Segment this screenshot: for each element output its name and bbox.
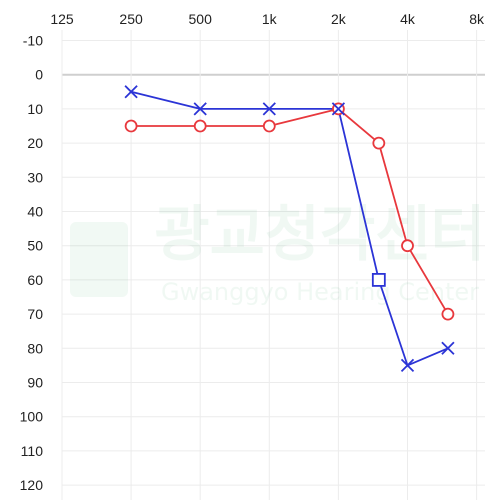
x-tick-label: 250 xyxy=(119,11,143,27)
y-tick-label: 0 xyxy=(35,67,43,83)
y-tick-label: 40 xyxy=(27,204,43,220)
series-1-point xyxy=(441,307,455,321)
x-axis-tick-labels: 125 250 500 1k 2k 4k 8k xyxy=(50,11,485,27)
y-tick-label: 60 xyxy=(27,272,43,288)
series-1-point xyxy=(124,119,138,133)
x-tick-label: 500 xyxy=(189,11,213,27)
y-tick-label: 10 xyxy=(27,101,43,117)
y-tick-label: 90 xyxy=(27,375,43,391)
chart-series xyxy=(124,85,455,373)
series-2-point xyxy=(124,85,138,99)
watermark-logo-mark xyxy=(70,222,128,297)
x-tick-label: 125 xyxy=(50,11,74,27)
y-tick-label: 30 xyxy=(27,169,43,185)
series-1-point xyxy=(372,136,386,150)
series-2-point xyxy=(262,102,276,116)
series-1-point xyxy=(262,119,276,133)
series-2-point xyxy=(193,102,207,116)
series-1-point xyxy=(401,239,414,253)
y-tick-label: 110 xyxy=(21,443,44,459)
series-2-point xyxy=(331,102,346,116)
y-tick-label: 80 xyxy=(27,340,43,356)
x-tick-label: 2k xyxy=(331,11,347,27)
series-2-point xyxy=(400,358,415,373)
series-1-point xyxy=(193,119,207,133)
x-tick-label: 4k xyxy=(400,11,416,27)
watermark: 광교청각센터 Gwanggyo Hearing Center xyxy=(70,200,486,306)
chart-grid xyxy=(61,30,485,500)
y-axis-tick-labels: -10 0 10 20 30 40 50 60 70 80 90 100 110 120 xyxy=(20,33,44,494)
series-2-point xyxy=(371,272,386,287)
y-tick-label: 70 xyxy=(27,306,43,322)
y-tick-label: -10 xyxy=(23,33,43,49)
x-tick-label: 8k xyxy=(469,11,485,27)
series-2-point xyxy=(441,341,455,355)
watermark-subtext: Gwanggyo Hearing Center xyxy=(161,278,479,306)
watermark-text: 광교청각센터 xyxy=(154,200,485,270)
x-tick-label: 1k xyxy=(262,11,278,27)
y-tick-label: 120 xyxy=(20,477,44,493)
y-tick-label: 50 xyxy=(27,238,43,254)
y-tick-label: 20 xyxy=(27,135,43,151)
y-tick-label: 100 xyxy=(20,409,44,425)
